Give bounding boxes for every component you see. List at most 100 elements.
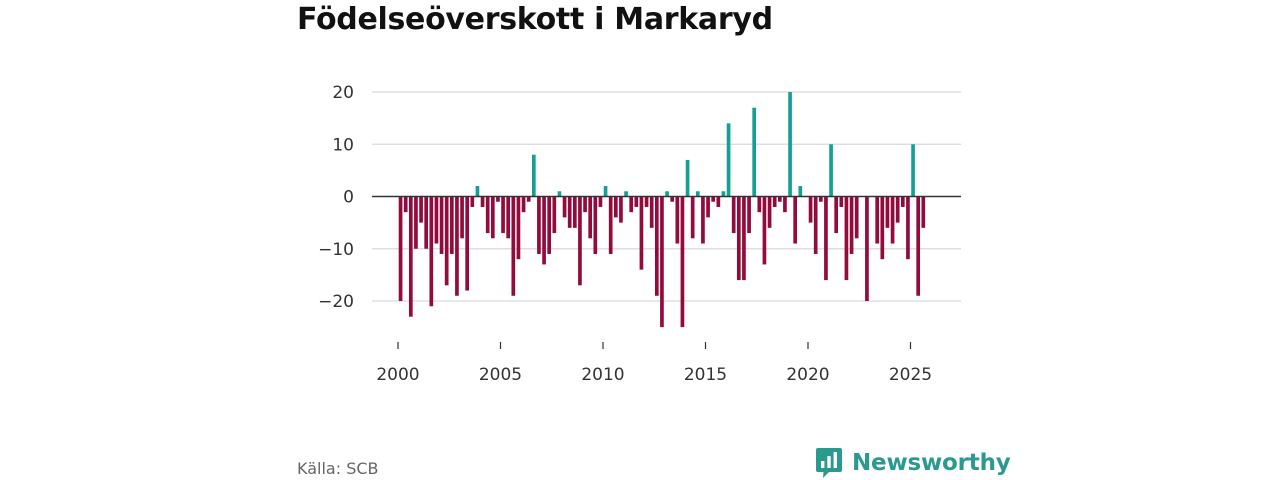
bar bbox=[865, 196, 869, 301]
bar bbox=[429, 196, 434, 307]
bar bbox=[547, 196, 552, 254]
bar bbox=[562, 196, 567, 218]
y-tick-label: 0 bbox=[343, 188, 354, 208]
y-tick-label: −20 bbox=[318, 292, 354, 312]
bar bbox=[772, 196, 777, 207]
bar bbox=[783, 196, 787, 213]
bar bbox=[675, 196, 680, 244]
bar bbox=[583, 196, 587, 213]
bar bbox=[572, 196, 577, 228]
bar bbox=[680, 196, 685, 328]
bar bbox=[777, 196, 782, 202]
bar bbox=[685, 159, 690, 197]
bar bbox=[726, 123, 731, 197]
bar bbox=[608, 196, 613, 254]
bar bbox=[921, 196, 926, 228]
bar bbox=[501, 196, 505, 234]
bar bbox=[742, 196, 746, 281]
bar bbox=[813, 196, 818, 254]
bar bbox=[552, 196, 557, 234]
x-tick-label: 2005 bbox=[479, 365, 522, 385]
bar bbox=[654, 196, 659, 296]
y-tick-label: −10 bbox=[318, 240, 354, 260]
bar bbox=[844, 196, 849, 281]
bar bbox=[619, 196, 623, 223]
bar bbox=[900, 196, 905, 207]
x-tick-label: 2025 bbox=[889, 365, 932, 385]
bar bbox=[537, 196, 541, 254]
x-axis: 2000 2005 2010 2015 2020 2025 bbox=[376, 342, 932, 385]
bar bbox=[731, 196, 736, 234]
x-tick-label: 2000 bbox=[376, 365, 419, 385]
bar bbox=[906, 196, 910, 260]
bar bbox=[839, 196, 844, 207]
bar bbox=[455, 196, 459, 296]
bar-series bbox=[398, 92, 926, 328]
gridlines bbox=[372, 91, 961, 302]
bar bbox=[485, 196, 490, 234]
brand-name: Newsworthy bbox=[852, 450, 1011, 476]
bar bbox=[767, 196, 772, 228]
bar bbox=[526, 196, 531, 202]
bar bbox=[629, 196, 634, 213]
bar bbox=[480, 196, 485, 207]
bar bbox=[695, 191, 700, 197]
bar bbox=[757, 196, 762, 213]
bar bbox=[762, 196, 767, 265]
bar bbox=[521, 196, 526, 213]
bar bbox=[701, 196, 705, 244]
bar bbox=[890, 196, 895, 244]
x-tick-label: 2020 bbox=[786, 365, 829, 385]
bar bbox=[880, 196, 885, 260]
bar bbox=[398, 196, 403, 301]
bar bbox=[911, 144, 915, 197]
bar bbox=[824, 196, 828, 281]
x-tick-label: 2015 bbox=[684, 365, 727, 385]
bar bbox=[449, 196, 454, 254]
bar bbox=[670, 196, 675, 202]
bar bbox=[690, 196, 695, 239]
bar bbox=[557, 191, 562, 197]
bar bbox=[506, 196, 511, 239]
bar bbox=[624, 191, 628, 197]
bar bbox=[408, 196, 413, 317]
x-tick-label: 2010 bbox=[581, 365, 624, 385]
bar bbox=[665, 191, 669, 197]
bar bbox=[460, 196, 464, 239]
bar bbox=[439, 196, 444, 254]
bar bbox=[588, 196, 593, 239]
bar bbox=[834, 196, 839, 234]
bar bbox=[511, 196, 516, 296]
bar bbox=[808, 196, 813, 223]
y-tick-label: 10 bbox=[332, 135, 354, 155]
bar bbox=[818, 196, 823, 202]
bar bbox=[716, 196, 721, 207]
bar bbox=[613, 196, 618, 218]
bar bbox=[721, 191, 726, 197]
bar bbox=[470, 196, 475, 207]
chart-title: Födelseöverskott i Markaryd bbox=[297, 2, 773, 37]
bar bbox=[475, 186, 480, 197]
brand-logo[interactable]: Newsworthy bbox=[815, 446, 1011, 480]
bar bbox=[516, 196, 521, 260]
bar bbox=[849, 196, 854, 254]
bar-chart-speech-bubble-icon bbox=[816, 448, 842, 478]
bar bbox=[465, 196, 470, 291]
bar bbox=[424, 196, 429, 249]
bar bbox=[885, 196, 890, 228]
bar bbox=[593, 196, 598, 254]
bar bbox=[434, 196, 439, 244]
bar bbox=[644, 196, 649, 207]
bar bbox=[747, 196, 751, 234]
bar bbox=[419, 196, 423, 223]
bar bbox=[875, 196, 880, 244]
bar bbox=[542, 196, 546, 265]
y-axis: 20 10 0 −10 −20 bbox=[318, 83, 354, 312]
bar bbox=[736, 196, 741, 281]
bar bbox=[711, 196, 716, 202]
bar bbox=[490, 196, 495, 239]
bar bbox=[793, 196, 798, 244]
y-tick-label: 20 bbox=[332, 83, 354, 103]
bar bbox=[578, 196, 582, 286]
